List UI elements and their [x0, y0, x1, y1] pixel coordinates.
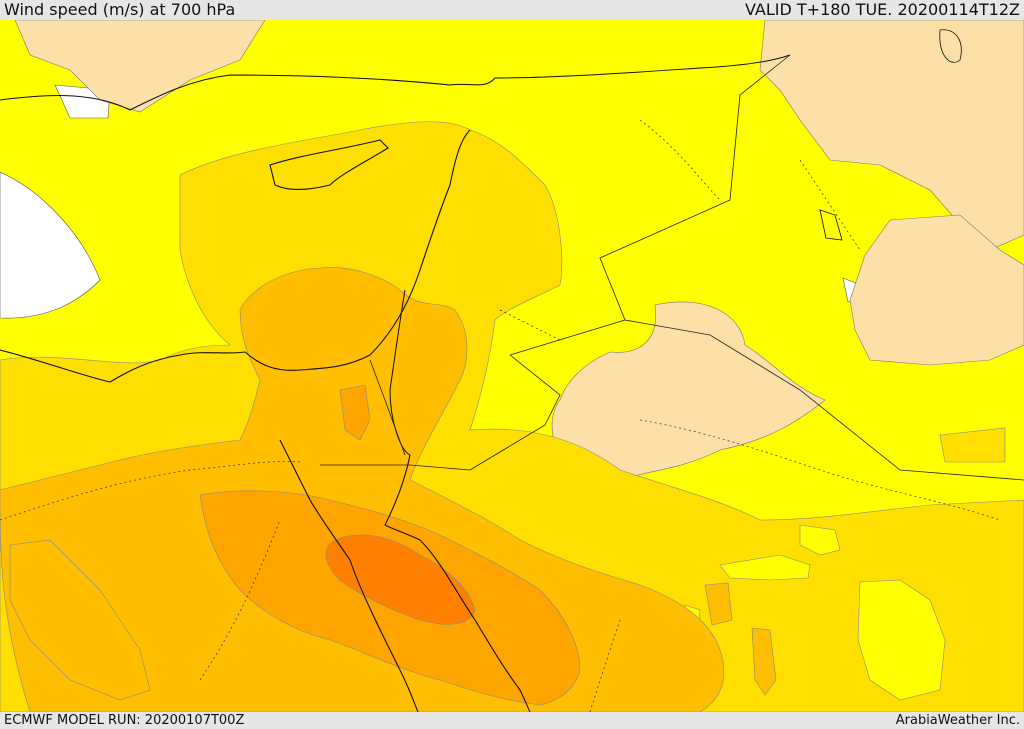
border-dotted-iraq [639, 119, 861, 251]
wind-band-very-strong [325, 534, 476, 625]
wind-pocket-moderate-east [939, 427, 1006, 463]
wind-band-fresh-west [9, 539, 151, 701]
footer-bar: ECMWF MODEL RUN: 20200107T00Z ArabiaWeat… [0, 712, 1024, 729]
coastline-red-sea-west [279, 439, 419, 712]
valid-time-label: VALID T+180 TUE. 20200114T12Z [744, 0, 1020, 19]
header-bar: Wind speed (m/s) at 700 hPa VALID T+180 … [0, 0, 1024, 20]
wind-pocket-light-3 [857, 579, 946, 701]
wind-pocket-fresh-2 [704, 582, 733, 626]
border-iraq-syria-jordan [509, 54, 791, 356]
border-saudi-north [320, 354, 561, 471]
border-dotted-south [199, 519, 621, 712]
border-dotted-saudi [639, 419, 1001, 521]
lake-van [819, 209, 843, 241]
calm-area-mediterranean [0, 171, 101, 319]
coastline-caspian [939, 29, 962, 63]
calm-area-anatolia [14, 20, 266, 113]
wind-pocket-strong [339, 384, 371, 441]
credit-label: ArabiaWeather Inc. [895, 713, 1020, 728]
wind-pocket-fresh-1 [751, 627, 777, 696]
border-dotted-egypt [0, 461, 301, 521]
wind-pocket-light-1 [719, 554, 811, 581]
coastline-cyprus [269, 139, 389, 191]
border-iraq-saudi [624, 319, 1024, 481]
model-run-label: ECMWF MODEL RUN: 20200107T00Z [4, 713, 245, 728]
coastline-levant [0, 129, 471, 383]
wind-pocket-light-2 [799, 524, 841, 556]
coastline-anatolia-south [0, 54, 791, 111]
coastline-red-sea-east [384, 454, 531, 712]
calm-area-iran-west [849, 214, 1024, 366]
wind-speed-map[interactable] [0, 20, 1024, 712]
border-sinai [369, 359, 406, 456]
calm-area-iran-north [759, 20, 1024, 251]
map-title: Wind speed (m/s) at 700 hPa [4, 0, 236, 19]
